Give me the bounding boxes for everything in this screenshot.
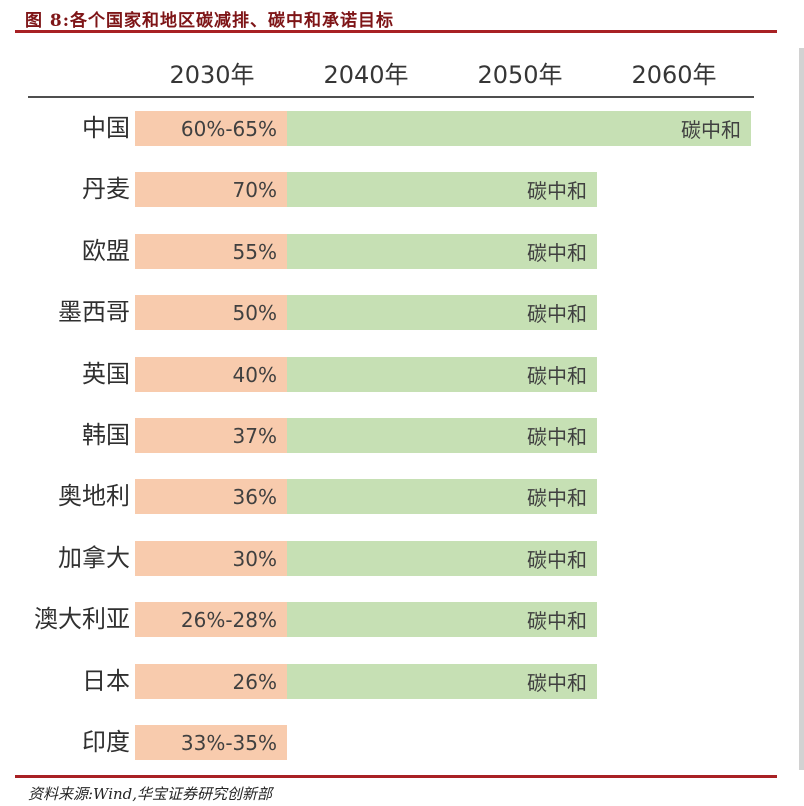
- country-row: 墨西哥 50% 碳中和: [0, 295, 804, 330]
- reduction-target-value: 37%: [232, 423, 277, 448]
- country-label: 奥地利: [58, 482, 130, 510]
- reduction-target-bar: 26%: [135, 664, 287, 699]
- country-label: 丹麦: [82, 175, 130, 203]
- carbon-neutrality-label: 碳中和: [527, 548, 587, 572]
- country-row: 欧盟 55% 碳中和: [0, 234, 804, 269]
- carbon-neutrality-bar: 碳中和: [287, 479, 597, 514]
- carbon-neutrality-label: 碳中和: [527, 425, 587, 449]
- carbon-neutrality-label: 碳中和: [527, 364, 587, 388]
- reduction-target-bar: 37%: [135, 418, 287, 453]
- reduction-target-value: 60%-65%: [180, 116, 277, 141]
- header-separator-line: [28, 96, 754, 98]
- reduction-target-value: 36%: [232, 484, 277, 509]
- carbon-neutrality-bar: 碳中和: [287, 111, 751, 146]
- country-label: 韩国: [82, 421, 130, 449]
- country-label: 墨西哥: [58, 298, 130, 326]
- country-row: 日本 26% 碳中和: [0, 664, 804, 699]
- country-label: 英国: [82, 360, 130, 388]
- reduction-target-value: 30%: [232, 546, 277, 571]
- country-label: 加拿大: [58, 544, 130, 572]
- reduction-target-bar: 70%: [135, 172, 287, 207]
- reduction-target-bar: 40%: [135, 357, 287, 392]
- figure-title: 图 8:各个国家和地区碳减排、碳中和承诺目标: [25, 11, 395, 31]
- carbon-neutrality-bar: 碳中和: [287, 234, 597, 269]
- carbon-neutrality-label: 碳中和: [527, 671, 587, 695]
- country-row: 加拿大 30% 碳中和: [0, 541, 804, 576]
- reduction-target-value: 26%: [232, 669, 277, 694]
- year-label-2050: 2050年: [477, 61, 563, 89]
- carbon-neutrality-label: 碳中和: [681, 118, 741, 142]
- carbon-neutrality-bar: 碳中和: [287, 418, 597, 453]
- reduction-target-value: 40%: [232, 362, 277, 387]
- chart-rows: 中国 60%-65% 碳中和 丹麦 70% 碳中和 欧盟 55% 碳中和 墨西哥…: [0, 111, 804, 771]
- year-label-2040: 2040年: [323, 61, 409, 89]
- footer-rule: [15, 775, 777, 778]
- country-label: 印度: [82, 728, 130, 756]
- carbon-neutrality-bar: 碳中和: [287, 602, 597, 637]
- source-note: 资料来源:Wind,华宝证券研究创新部: [28, 785, 273, 803]
- country-label: 中国: [82, 114, 130, 142]
- reduction-target-value: 70%: [232, 177, 277, 202]
- carbon-neutrality-label: 碳中和: [527, 302, 587, 326]
- carbon-neutrality-bar: 碳中和: [287, 541, 597, 576]
- country-label: 日本: [82, 667, 130, 695]
- reduction-target-bar: 30%: [135, 541, 287, 576]
- carbon-neutrality-bar: 碳中和: [287, 295, 597, 330]
- country-row: 韩国 37% 碳中和: [0, 418, 804, 453]
- carbon-neutrality-bar: 碳中和: [287, 357, 597, 392]
- reduction-target-value: 26%-28%: [180, 607, 277, 632]
- reduction-target-value: 33%-35%: [180, 730, 277, 755]
- reduction-target-value: 55%: [232, 239, 277, 264]
- country-label: 澳大利亚: [34, 605, 130, 633]
- country-row: 丹麦 70% 碳中和: [0, 172, 804, 207]
- reduction-target-bar: 50%: [135, 295, 287, 330]
- country-row: 中国 60%-65% 碳中和: [0, 111, 804, 146]
- reduction-target-bar: 36%: [135, 479, 287, 514]
- country-row: 英国 40% 碳中和: [0, 357, 804, 392]
- reduction-target-value: 50%: [232, 300, 277, 325]
- reduction-target-bar: 26%-28%: [135, 602, 287, 637]
- year-axis-header: 2030年 2040年 2050年 2060年: [135, 58, 751, 92]
- carbon-neutrality-bar: 碳中和: [287, 172, 597, 207]
- carbon-neutrality-label: 碳中和: [527, 179, 587, 203]
- reduction-target-bar: 55%: [135, 234, 287, 269]
- title-underline-rule: [15, 30, 777, 33]
- reduction-target-bar: 60%-65%: [135, 111, 287, 146]
- carbon-neutrality-label: 碳中和: [527, 609, 587, 633]
- country-row: 澳大利亚 26%-28% 碳中和: [0, 602, 804, 637]
- year-label-2060: 2060年: [631, 61, 717, 89]
- image-right-edge-shade: [799, 48, 804, 770]
- year-label-2030: 2030年: [169, 61, 255, 89]
- reduction-target-bar: 33%-35%: [135, 725, 287, 760]
- carbon-neutrality-bar: 碳中和: [287, 664, 597, 699]
- carbon-neutrality-label: 碳中和: [527, 486, 587, 510]
- country-row: 奥地利 36% 碳中和: [0, 479, 804, 514]
- country-label: 欧盟: [82, 237, 130, 265]
- country-row: 印度 33%-35%: [0, 725, 804, 760]
- carbon-neutrality-label: 碳中和: [527, 241, 587, 265]
